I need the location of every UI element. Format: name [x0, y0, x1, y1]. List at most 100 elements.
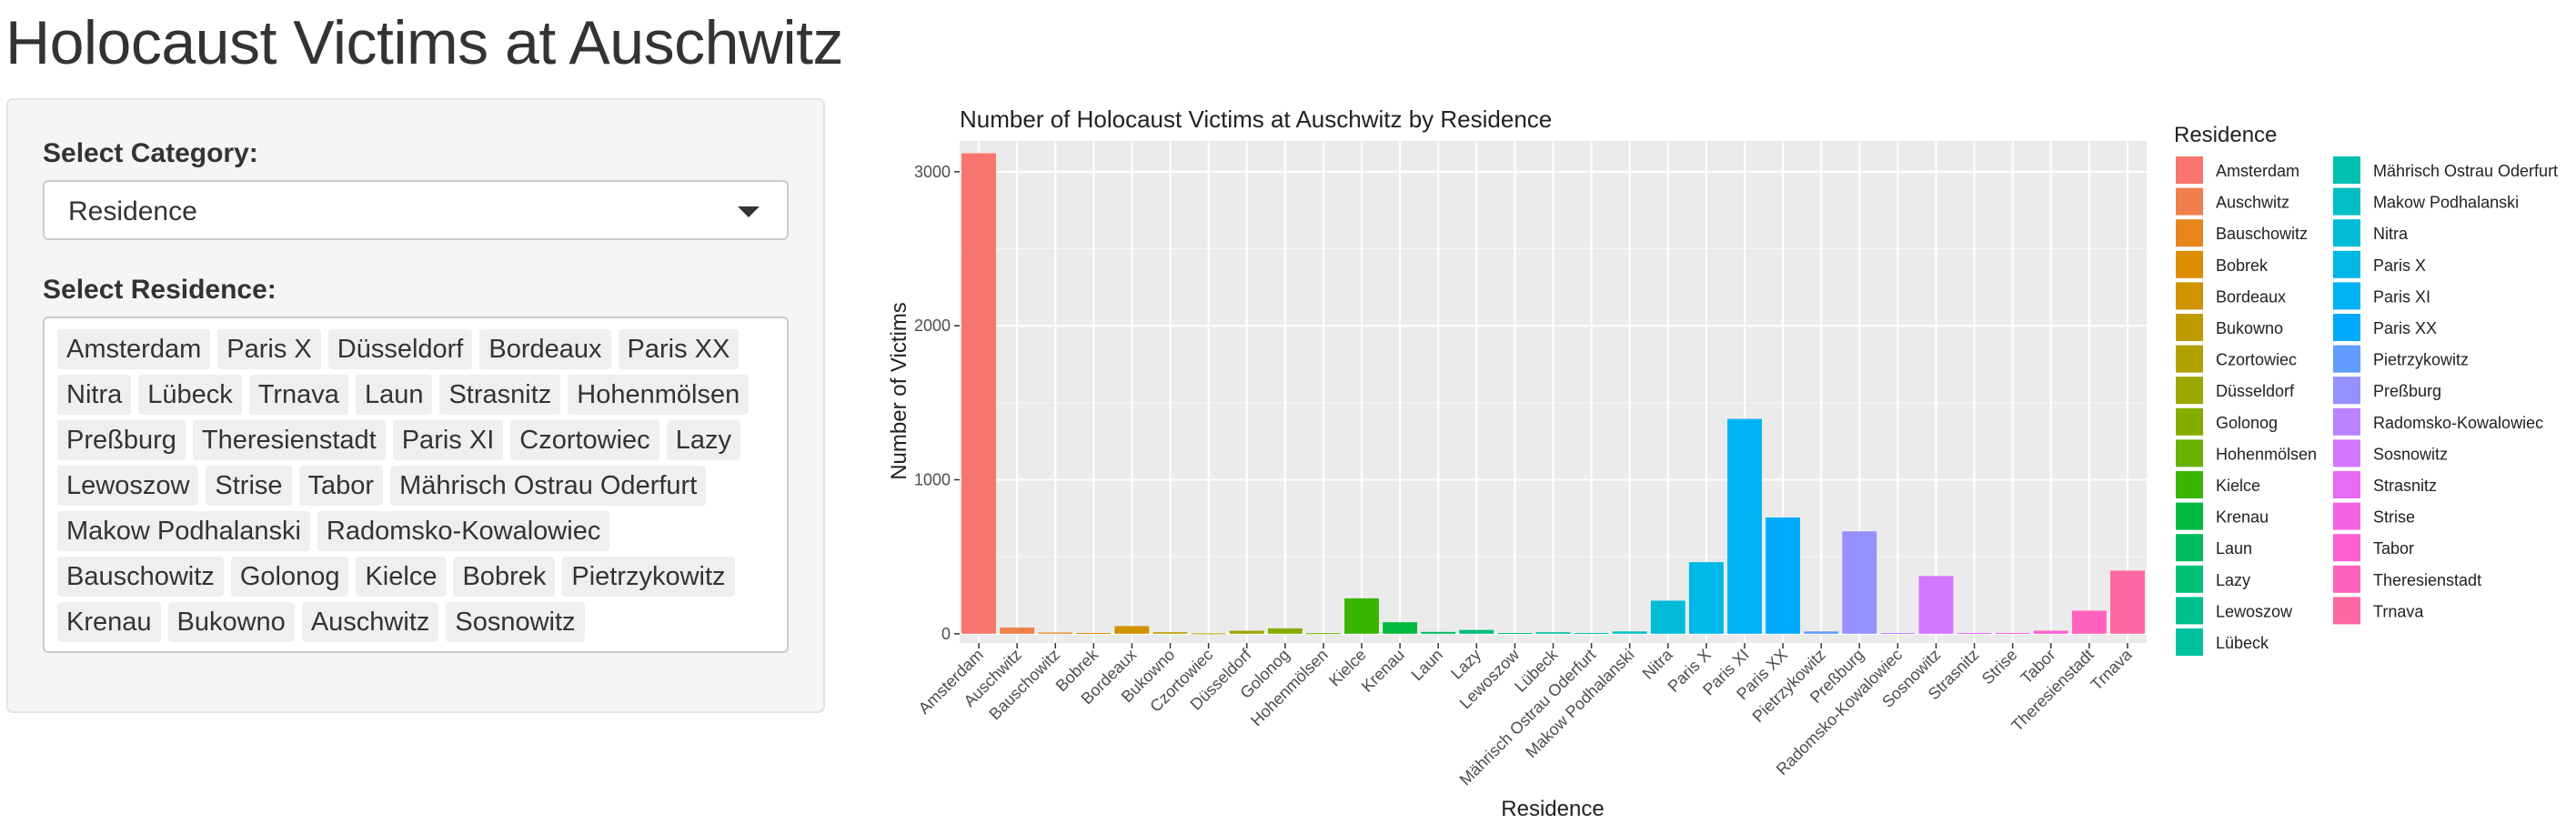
- legend-swatch: [2333, 219, 2360, 247]
- residence-tag[interactable]: Lewoszow: [57, 466, 199, 506]
- bar-sosnowitz: [1918, 576, 1954, 634]
- bar-paris-xx: [1766, 518, 1801, 634]
- residence-tag[interactable]: Kielce: [356, 557, 447, 597]
- legend-entry: Golonog: [2216, 414, 2278, 432]
- legend-swatch: [2333, 282, 2360, 310]
- legend-entry: Lazy: [2216, 571, 2250, 589]
- residence-tag[interactable]: Paris XX: [618, 329, 740, 369]
- legend-entry: Amsterdam: [2216, 162, 2299, 180]
- legend-swatch: [2176, 471, 2203, 498]
- residence-tag[interactable]: Trnava: [248, 375, 348, 415]
- bar-lewoszow: [1497, 632, 1533, 634]
- residence-tag[interactable]: Bobrek: [453, 557, 556, 597]
- x-tick-label: Trnava: [2087, 645, 2136, 694]
- legend-entry: Hohenmölsen: [2216, 445, 2317, 463]
- residence-tag[interactable]: Lazy: [666, 420, 740, 460]
- y-tick-label: 2000: [914, 317, 951, 335]
- legend-swatch: [2176, 282, 2203, 310]
- residence-tag[interactable]: Lübeck: [138, 375, 242, 415]
- residence-tag[interactable]: Strise: [206, 466, 292, 506]
- residence-tag[interactable]: Auschwitz: [301, 602, 439, 642]
- legend-entry: Trnava: [2373, 602, 2424, 620]
- x-tick-label: Krenau: [1358, 646, 1408, 696]
- legend-swatch: [2176, 628, 2203, 656]
- legend-entry: Krenau: [2216, 508, 2269, 527]
- legend-entry: Radomsko-Kowalowiec: [2373, 414, 2543, 432]
- residence-tag[interactable]: Pietrzykowitz: [562, 557, 735, 597]
- legend-entry: Düsseldorf: [2216, 382, 2295, 400]
- bar-paris-x: [1688, 562, 1724, 634]
- residence-tag[interactable]: Paris X: [217, 329, 321, 369]
- bar-kielce: [1344, 598, 1379, 634]
- x-axis-title: Residence: [1501, 797, 1604, 821]
- residence-tag[interactable]: Bauschowitz: [57, 557, 224, 597]
- residence-tag[interactable]: Nitra: [57, 375, 132, 415]
- residence-tag[interactable]: Sosnowitz: [446, 602, 585, 642]
- bar-strasnitz: [1957, 632, 1992, 634]
- x-tick-label: Laun: [1408, 646, 1446, 684]
- residence-tag[interactable]: Golonog: [230, 557, 349, 597]
- residence-tag[interactable]: Mährisch Ostrau Oderfurt: [390, 466, 707, 506]
- legend-entry: Bukowno: [2216, 319, 2283, 337]
- legend-swatch: [2176, 534, 2203, 562]
- legend-entry: Pietrzykowitz: [2373, 351, 2469, 369]
- residence-tag[interactable]: Paris XI: [392, 420, 504, 460]
- residence-tag[interactable]: Hohenmölsen: [568, 375, 750, 415]
- legend-entry: Preßburg: [2373, 382, 2441, 400]
- page-title: Holocaust Victims at Auschwitz: [5, 8, 844, 77]
- residence-tag[interactable]: Makow Podhalanski: [57, 511, 310, 551]
- legend-swatch: [2176, 597, 2203, 625]
- legend-swatch: [2176, 565, 2203, 593]
- residence-tag[interactable]: Radomsko-Kowalowiec: [317, 511, 610, 551]
- bar-paris-xi: [1727, 418, 1762, 634]
- residence-tag[interactable]: Laun: [355, 375, 433, 415]
- chevron-down-icon[interactable]: [738, 206, 760, 217]
- category-select[interactable]: Residence: [43, 180, 789, 240]
- legend-swatch: [2176, 314, 2203, 341]
- y-tick-label: 1000: [914, 471, 951, 489]
- residence-tag[interactable]: Tabor: [298, 466, 384, 506]
- bar-bukowno: [1152, 632, 1188, 634]
- sidebar-panel: Select Category: Residence Select Reside…: [6, 98, 825, 713]
- legend-entry: Bauschowitz: [2216, 225, 2308, 243]
- residence-tag[interactable]: Preßburg: [57, 420, 186, 460]
- legend-swatch: [2333, 597, 2360, 625]
- legend-entry: Paris X: [2373, 256, 2426, 275]
- residence-tag[interactable]: Düsseldorf: [327, 329, 473, 369]
- legend-entry: Strise: [2373, 508, 2415, 527]
- legend-entry: Mährisch Ostrau Oderfurt: [2373, 162, 2558, 180]
- legend-entry: Paris XX: [2373, 319, 2437, 337]
- bar-golonog: [1267, 628, 1303, 634]
- residence-tag[interactable]: Theresienstadt: [192, 420, 386, 460]
- residence-tag[interactable]: Bukowno: [167, 602, 295, 642]
- legend-swatch: [2333, 502, 2360, 530]
- bar-strise: [1995, 632, 2030, 634]
- legend-entry: Czortowiec: [2216, 351, 2297, 369]
- residence-tag[interactable]: Krenau: [57, 602, 161, 642]
- legend-swatch: [2176, 407, 2203, 436]
- bar-auschwitz: [1000, 628, 1035, 634]
- residence-tag[interactable]: Czortowiec: [510, 420, 659, 460]
- legend-entry: Bordeaux: [2216, 287, 2286, 306]
- legend-swatch: [2333, 156, 2360, 184]
- bar-tabor: [2033, 630, 2068, 634]
- legend-swatch: [2176, 377, 2203, 405]
- residence-tag[interactable]: Bordeaux: [479, 329, 611, 369]
- bar-laun: [1421, 631, 1456, 634]
- residence-multiselect[interactable]: Amsterdam Paris X Düsseldorf Bordeaux Paris …: [43, 317, 789, 653]
- legend-title: Residence: [2174, 123, 2277, 147]
- bar-pietrzykowitz: [1804, 631, 1839, 634]
- residence-tag[interactable]: Strasnitz: [439, 375, 561, 415]
- legend-entry: Tabor: [2373, 539, 2414, 558]
- bar-amsterdam: [961, 153, 996, 634]
- residence-tag[interactable]: Amsterdam: [57, 329, 211, 369]
- legend-entry: Lübeck: [2216, 634, 2269, 652]
- legend-swatch: [2176, 156, 2203, 184]
- bar-bauschowitz: [1038, 632, 1073, 634]
- category-select-value: Residence: [68, 196, 197, 226]
- bar-bordeaux: [1114, 626, 1150, 634]
- legend-swatch: [2176, 439, 2203, 467]
- legend-swatch: [2176, 219, 2203, 247]
- legend-entry: Kielce: [2216, 477, 2260, 495]
- legend-swatch: [2333, 250, 2360, 278]
